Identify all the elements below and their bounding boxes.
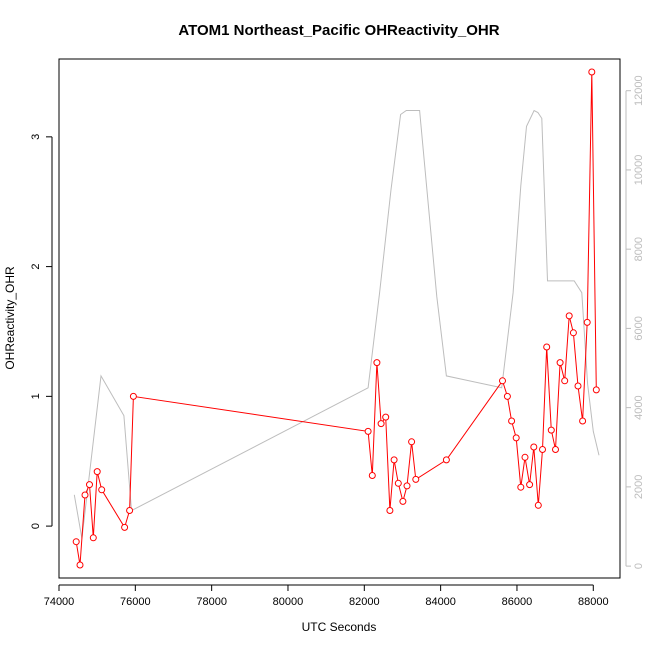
left-tick-label: 1	[30, 393, 42, 399]
chart-title: ATOM1 Northeast_Pacific OHReactivity_OHR	[178, 22, 499, 39]
right-y-axis: 0 2000 4000 6000 8000 10000 12000	[625, 75, 645, 569]
right-tick-label: 0	[633, 563, 645, 569]
y-axis-label: OHReactivity_OHR	[3, 266, 17, 370]
ohr-data-point	[403, 482, 411, 490]
left-tick-label: 0	[30, 523, 42, 529]
x-tick-label: 82000	[349, 596, 380, 608]
ohr-data-point	[552, 446, 559, 453]
x-tick-label: 84000	[425, 596, 456, 608]
ohr-data-point	[561, 377, 569, 385]
ohr-data-point	[499, 377, 506, 385]
ohr-data-point	[503, 392, 511, 400]
x-axis-label: UTC Seconds	[302, 620, 377, 634]
ohr-data-point	[583, 318, 591, 326]
ohr-data-point	[539, 446, 546, 453]
ohr-data-point	[81, 491, 89, 499]
ohr-data-point	[569, 329, 577, 337]
ohr-data-point	[368, 472, 376, 479]
plot-frame	[58, 58, 621, 579]
right-tick-label: 12000	[633, 75, 645, 106]
ohr-data-point	[592, 386, 600, 394]
x-tick-label: 76000	[120, 596, 151, 608]
left-tick-label: 2	[30, 264, 42, 270]
ohr-data-point	[547, 426, 555, 434]
ohr-data-point	[408, 438, 416, 446]
ohr-data-point	[588, 68, 596, 76]
left-y-axis: 0 1 2 3	[30, 134, 53, 529]
ohr-data-point	[373, 359, 381, 367]
right-tick-label: 2000	[633, 475, 645, 499]
ohr-data-point	[574, 382, 582, 390]
ohr-data-point	[517, 483, 525, 491]
ohr-data-point	[129, 392, 137, 400]
ohr-data-point	[442, 456, 450, 464]
ohr-data-point	[86, 481, 93, 489]
ohr-data-point	[386, 507, 394, 514]
right-tick-label: 4000	[633, 395, 645, 419]
ohr-data-point	[526, 481, 534, 489]
ohr-data-point	[93, 468, 101, 476]
ohr-data-point	[512, 434, 520, 442]
ohr-data-point	[399, 497, 407, 505]
ohr-data-point	[76, 561, 84, 569]
ohr-data-point	[121, 523, 129, 531]
right-tick-label: 8000	[633, 237, 645, 261]
ohr-data-point	[89, 534, 97, 542]
ohr-data-point	[521, 453, 529, 461]
ohr-data-point	[543, 343, 551, 351]
ohr-data-point	[72, 538, 80, 546]
ohr-data-point	[394, 479, 402, 487]
ohr-data-point	[382, 413, 390, 421]
ohr-data-point	[364, 427, 372, 435]
x-tick-label: 74000	[44, 596, 75, 608]
x-tick-label: 80000	[273, 596, 304, 608]
ohr-data-point	[579, 417, 587, 425]
left-tick-label: 3	[30, 134, 42, 140]
ohr-data-point	[377, 420, 385, 428]
x-tick-label: 88000	[578, 596, 609, 608]
ohr-data-point	[126, 507, 134, 514]
ohr-data-point	[530, 443, 538, 451]
altitude-series-line	[73, 109, 600, 539]
ohr-data-point	[390, 456, 398, 464]
ohr-data-point	[508, 417, 516, 425]
x-tick-label: 86000	[502, 596, 533, 608]
right-tick-label: 10000	[633, 155, 645, 186]
ohr-data-point	[556, 359, 564, 367]
right-tick-label: 6000	[633, 316, 645, 340]
ohr-data-point	[412, 475, 420, 483]
series-layer	[72, 68, 600, 569]
x-tick-label: 78000	[196, 596, 227, 608]
x-axis: 74000 76000 78000 80000 82000 84000 86000 88000	[44, 584, 609, 608]
ohr-data-point	[98, 486, 106, 494]
ohr-data-point	[534, 501, 542, 509]
ohr-data-point	[565, 312, 573, 320]
